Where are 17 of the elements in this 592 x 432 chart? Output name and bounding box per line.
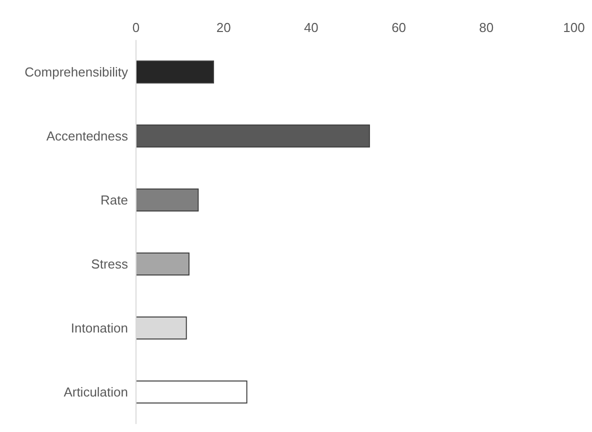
x-tick-label: 20 — [216, 20, 231, 35]
x-tick-label: 60 — [392, 20, 406, 35]
bar — [136, 60, 214, 84]
bar — [136, 124, 370, 148]
x-tick-label: 80 — [479, 20, 494, 35]
x-tick-label: 100 — [563, 20, 585, 35]
y-tick-label: Accentedness — [46, 128, 128, 144]
y-tick-label: Intonation — [70, 320, 128, 336]
y-tick-label: Comprehensibility — [24, 64, 128, 80]
y-tick-label: Articulation — [64, 384, 128, 400]
bar — [136, 380, 248, 404]
bar — [136, 252, 190, 276]
y-tick-label: Rate — [100, 192, 128, 208]
y-tick-label: Stress — [91, 256, 128, 272]
x-tick-label: 0 — [132, 20, 140, 35]
x-tick-label: 40 — [304, 20, 318, 35]
bar — [136, 188, 199, 212]
